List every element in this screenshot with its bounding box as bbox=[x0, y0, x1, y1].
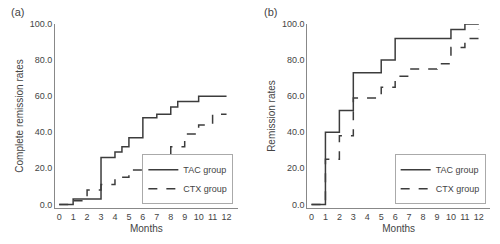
svg-text:(b): (b) bbox=[264, 6, 277, 18]
svg-text:1: 1 bbox=[71, 212, 76, 222]
svg-text:40.0: 40.0 bbox=[287, 127, 305, 137]
svg-text:0: 0 bbox=[309, 212, 314, 222]
svg-text:4: 4 bbox=[365, 212, 370, 222]
svg-text:12: 12 bbox=[474, 212, 484, 222]
svg-text:80.0: 80.0 bbox=[35, 55, 53, 65]
svg-text:5: 5 bbox=[379, 212, 384, 222]
svg-text:8: 8 bbox=[421, 212, 426, 222]
svg-text:2: 2 bbox=[337, 212, 342, 222]
svg-text:(a): (a) bbox=[11, 6, 24, 18]
svg-text:TAC group: TAC group bbox=[183, 165, 226, 175]
svg-text:20.0: 20.0 bbox=[35, 163, 53, 173]
svg-text:Months: Months bbox=[382, 223, 415, 234]
svg-text:5: 5 bbox=[126, 212, 131, 222]
svg-text:100.0: 100.0 bbox=[30, 19, 53, 29]
svg-text:3: 3 bbox=[351, 212, 356, 222]
svg-text:60.0: 60.0 bbox=[287, 91, 305, 101]
svg-text:Months: Months bbox=[130, 223, 163, 234]
svg-text:7: 7 bbox=[154, 212, 159, 222]
svg-text:40.0: 40.0 bbox=[35, 127, 53, 137]
svg-text:100.0: 100.0 bbox=[282, 19, 305, 29]
svg-text:80.0: 80.0 bbox=[287, 55, 305, 65]
svg-text:4: 4 bbox=[112, 212, 117, 222]
svg-text:12: 12 bbox=[222, 212, 232, 222]
svg-text:Remission rates: Remission rates bbox=[266, 80, 277, 152]
svg-text:3: 3 bbox=[99, 212, 104, 222]
svg-text:9: 9 bbox=[182, 212, 187, 222]
svg-text:0: 0 bbox=[57, 212, 62, 222]
svg-text:Complete remission rates: Complete remission rates bbox=[14, 59, 25, 172]
svg-text:6: 6 bbox=[140, 212, 145, 222]
svg-text:9: 9 bbox=[434, 212, 439, 222]
svg-text:TAC group: TAC group bbox=[436, 165, 479, 175]
svg-text:0.0: 0.0 bbox=[40, 200, 53, 210]
svg-text:20.0: 20.0 bbox=[287, 163, 305, 173]
svg-text:10: 10 bbox=[194, 212, 204, 222]
svg-text:CTX group: CTX group bbox=[436, 184, 480, 194]
svg-text:6: 6 bbox=[393, 212, 398, 222]
svg-text:CTX group: CTX group bbox=[183, 184, 227, 194]
svg-text:11: 11 bbox=[208, 212, 217, 222]
svg-text:7: 7 bbox=[407, 212, 412, 222]
svg-text:1: 1 bbox=[323, 212, 328, 222]
svg-text:0.0: 0.0 bbox=[292, 200, 305, 210]
svg-text:8: 8 bbox=[168, 212, 173, 222]
svg-text:2: 2 bbox=[85, 212, 90, 222]
svg-text:60.0: 60.0 bbox=[35, 91, 53, 101]
svg-text:10: 10 bbox=[446, 212, 456, 222]
svg-text:11: 11 bbox=[460, 212, 469, 222]
